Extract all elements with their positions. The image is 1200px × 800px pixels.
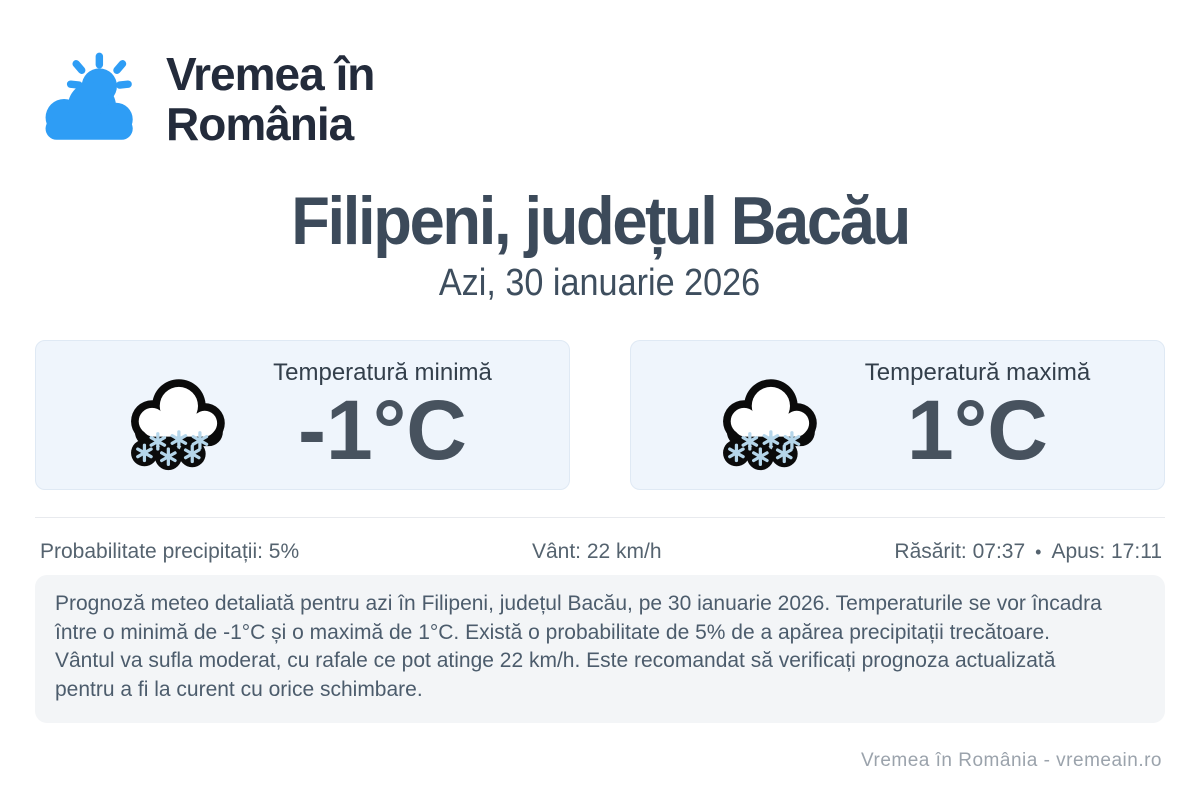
bullet-separator: • [1035,541,1042,562]
max-temperature-text: Temperatură maximă 1°C [864,359,1091,478]
brand-header: Vremea în România [40,48,375,150]
brand-name: Vremea în România [166,48,375,150]
sun-times: Răsărit: 07:37 • Apus: 17:11 [894,540,1162,564]
max-temperature-value: 1°C [907,383,1048,478]
max-temperature-label: Temperatură maximă [864,359,1091,387]
max-temperature-card: Temperatură maximă 1°C [630,340,1165,490]
brand-name-line1: Vremea în [166,48,375,100]
min-temperature-value: -1°C [298,383,467,478]
site-footer: Vremea în România - vremeain.ro [861,750,1162,772]
sun-cloud-logo-icon [45,52,133,140]
precipitation-stat: Probabilitate precipitații: 5% [40,540,300,563]
min-temperature-label: Temperatură minimă [273,359,492,387]
page-title: Filipeni, județul Bacău [0,182,1200,260]
forecast-description-box: Prognoză meteo detaliată pentru azi în F… [35,575,1165,723]
snow-cloud-icon [722,379,817,471]
brand-name-line2: România [166,98,354,150]
date-subtitle-text: Azi, 30 ianuarie 2026 [439,262,761,304]
page-title-text: Filipeni, județul Bacău [291,183,911,259]
temperature-cards: Temperatură minimă -1°C [35,340,1165,490]
footer-credit: Vremea în România - vremeain.ro [861,750,1162,771]
divider [35,517,1165,518]
min-temperature-text: Temperatură minimă -1°C [273,359,492,478]
min-temperature-card: Temperatură minimă -1°C [35,340,570,490]
forecast-description: Prognoză meteo detaliată pentru azi în F… [55,592,1102,701]
date-subtitle: Azi, 30 ianuarie 2026 [0,262,1200,305]
snowflakes [136,430,209,466]
wind-stat: Vânt: 22 km/h [531,540,662,563]
stats-row: Probabilitate precipitații: 5% Vânt: 22 … [40,540,1162,564]
sunset-stat: Apus: 17:11 [1051,540,1162,563]
snow-cloud-icon [131,379,225,471]
sunrise-stat: Răsărit: 07:37 [894,540,1026,563]
snowflakes [727,430,801,466]
